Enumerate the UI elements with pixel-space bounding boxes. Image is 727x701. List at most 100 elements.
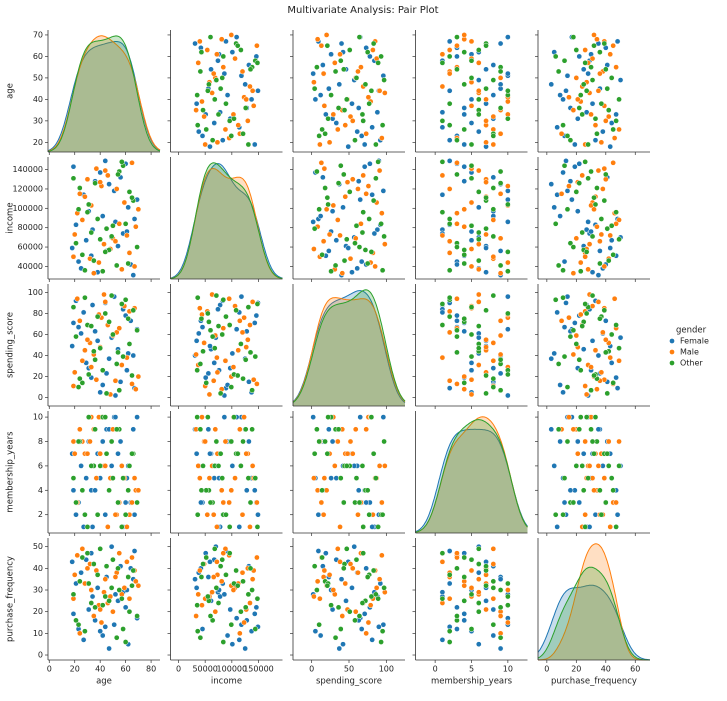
point xyxy=(475,323,482,329)
point xyxy=(209,589,215,596)
point xyxy=(319,251,325,258)
point xyxy=(214,369,221,376)
point xyxy=(454,613,460,619)
point xyxy=(580,66,587,73)
point xyxy=(375,158,381,165)
point xyxy=(601,307,608,314)
point xyxy=(247,66,254,73)
point xyxy=(88,587,95,593)
point xyxy=(324,42,331,49)
panel xyxy=(290,157,405,282)
x-tick-label: 60 xyxy=(630,665,640,674)
point xyxy=(454,42,460,49)
point xyxy=(497,235,504,242)
y-axis-label: purchase_frequency xyxy=(6,556,16,642)
point xyxy=(591,372,597,379)
kde-line xyxy=(537,584,651,661)
point xyxy=(355,68,361,75)
point xyxy=(461,386,468,393)
point xyxy=(497,604,504,611)
point xyxy=(251,141,258,148)
point xyxy=(583,391,590,398)
point xyxy=(343,463,350,469)
point xyxy=(589,292,596,299)
x-tick-label: 100 xyxy=(379,665,394,674)
point xyxy=(205,370,212,377)
kde-area xyxy=(170,162,283,279)
point xyxy=(325,85,332,92)
point xyxy=(497,40,504,47)
point xyxy=(252,475,259,481)
panel: 2 4 6 8 10 xyxy=(33,411,160,536)
point xyxy=(592,122,599,129)
point xyxy=(468,102,475,109)
point xyxy=(103,450,110,457)
kde-area xyxy=(48,35,160,152)
point xyxy=(573,463,580,469)
point xyxy=(248,96,255,103)
point xyxy=(380,414,387,420)
point xyxy=(101,291,107,298)
point xyxy=(129,450,135,457)
point xyxy=(315,511,322,518)
point xyxy=(314,36,321,43)
point xyxy=(326,571,333,578)
point xyxy=(242,105,249,111)
point xyxy=(497,332,504,339)
point xyxy=(439,354,446,361)
point xyxy=(247,499,254,506)
point xyxy=(209,333,216,340)
point xyxy=(220,53,227,60)
point xyxy=(374,226,381,233)
point xyxy=(132,223,139,230)
point xyxy=(552,53,559,60)
point xyxy=(454,244,460,250)
point xyxy=(599,128,606,135)
point xyxy=(335,604,342,611)
point xyxy=(601,165,608,172)
point xyxy=(567,333,574,340)
point xyxy=(337,524,343,530)
point xyxy=(70,487,77,494)
point xyxy=(468,96,475,103)
point xyxy=(317,141,323,148)
y-tick-label: 140000 xyxy=(12,165,43,174)
point xyxy=(461,554,468,561)
point xyxy=(370,450,377,457)
point xyxy=(247,565,254,572)
point xyxy=(582,524,589,530)
point xyxy=(368,593,375,600)
point xyxy=(249,299,256,305)
panel: 0 20 40 60 xyxy=(537,538,651,674)
point xyxy=(446,329,453,336)
point xyxy=(243,450,250,457)
point xyxy=(195,591,202,598)
point xyxy=(200,107,206,113)
point xyxy=(85,371,92,378)
point xyxy=(92,356,98,363)
y-tick-label: 30 xyxy=(33,586,43,595)
point xyxy=(70,475,77,481)
point xyxy=(439,109,446,116)
point xyxy=(505,87,511,94)
point xyxy=(106,181,112,187)
point xyxy=(194,92,201,98)
point xyxy=(321,165,328,172)
point xyxy=(505,183,511,189)
point xyxy=(193,100,200,107)
point xyxy=(102,414,109,420)
point xyxy=(311,225,318,232)
point xyxy=(461,574,468,580)
point xyxy=(314,578,321,585)
point xyxy=(325,426,332,433)
legend-title: gender xyxy=(676,326,707,336)
point xyxy=(576,105,583,111)
point xyxy=(351,543,358,550)
point xyxy=(115,450,121,457)
point xyxy=(325,201,331,208)
point xyxy=(567,178,574,185)
point xyxy=(218,578,225,585)
point xyxy=(468,567,475,574)
point xyxy=(483,307,489,314)
point xyxy=(210,574,217,580)
